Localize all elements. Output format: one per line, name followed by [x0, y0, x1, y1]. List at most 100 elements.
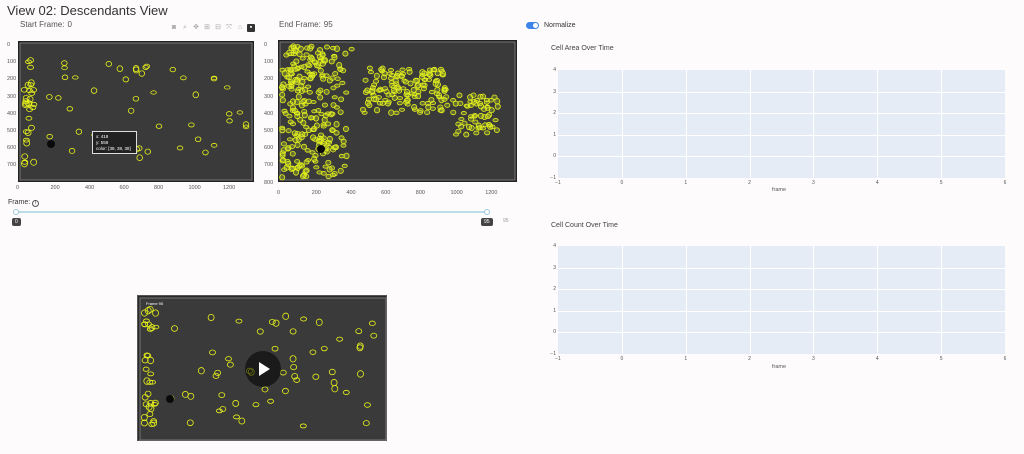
cell-outline	[309, 349, 317, 355]
slider-label: Frame: i	[8, 199, 40, 207]
cell-outline	[207, 313, 215, 322]
play-icon[interactable]	[245, 351, 281, 387]
cell-outline	[442, 87, 449, 92]
cell-outline	[286, 113, 293, 119]
zoom-icon[interactable]: ⌕	[183, 24, 187, 31]
y-tick-label: 2	[553, 286, 556, 293]
cell-outline	[288, 87, 295, 92]
right-y-tick: 800	[264, 179, 274, 186]
video-frame-label: Frame 95	[146, 301, 164, 306]
slider-end-knob[interactable]	[484, 209, 490, 215]
info-icon[interactable]: i	[32, 200, 40, 207]
cell-outline	[30, 101, 38, 108]
cell-outline	[472, 119, 479, 125]
cell-outline	[72, 75, 79, 80]
right-y-tick: 200	[264, 76, 274, 83]
cell-outline	[482, 122, 489, 128]
descendants-video[interactable]: Frame 95	[137, 295, 387, 441]
cell-outline	[396, 87, 403, 94]
cell-outline	[439, 73, 446, 78]
cell-outline	[338, 135, 345, 141]
cell-outline	[46, 94, 53, 100]
tooltip-color: color: [38, 38, 38]	[96, 146, 131, 151]
end-frame-image[interactable]	[278, 40, 517, 182]
dark-spot	[317, 145, 325, 153]
slider-end-label: 95	[503, 218, 509, 224]
cell-outline	[141, 321, 149, 328]
cell-outline	[215, 408, 223, 414]
cell-outline	[307, 75, 314, 82]
frame-slider[interactable]	[13, 209, 490, 215]
autoscale-icon[interactable]: ⤧	[226, 24, 232, 31]
y-tick-label: 2	[553, 110, 556, 117]
right-x-tick: 1200	[485, 190, 498, 196]
camera-icon[interactable]: ◙	[171, 24, 177, 31]
cell-outline	[127, 107, 135, 114]
cell-outline	[141, 309, 148, 317]
slider-start-knob[interactable]	[13, 209, 19, 215]
cell-outline	[456, 92, 463, 99]
plotly-logo-icon[interactable]: ▪	[247, 24, 255, 32]
cell-outline	[242, 124, 250, 130]
cell-outline	[318, 132, 325, 138]
cell-outline	[147, 399, 155, 407]
cell-outline	[46, 133, 53, 140]
cell-outline	[421, 82, 428, 89]
cell-outline	[136, 154, 143, 162]
cell-outline	[21, 159, 29, 165]
cell-outline	[298, 64, 305, 69]
zoom-out-icon[interactable]: ⊟	[215, 24, 221, 31]
cell-outline	[333, 45, 340, 52]
cell-outline	[332, 71, 339, 76]
cell-outline	[287, 119, 294, 125]
cell-outline	[30, 87, 37, 93]
cell-outline	[214, 369, 222, 376]
cell-outline	[302, 131, 309, 137]
right-y-tick: 700	[264, 162, 274, 169]
grid-line	[558, 113, 1005, 115]
count-plot[interactable]	[558, 246, 1005, 354]
well-background	[19, 42, 253, 181]
x-tick-label: 6	[1003, 180, 1007, 186]
cell-outline	[281, 70, 288, 77]
start-frame-value: 0	[67, 20, 72, 29]
cell-outline	[323, 88, 330, 95]
end-frame-label-text: End Frame:	[279, 20, 321, 29]
cell-outline	[25, 59, 32, 65]
cell-outline	[450, 109, 457, 116]
normalize-toggle[interactable]: Normalize	[526, 22, 576, 29]
normalize-switch[interactable]	[526, 22, 539, 29]
cell-outline	[360, 106, 367, 113]
grid-line	[941, 246, 943, 354]
slider-max-pill: 95	[481, 218, 493, 226]
left-x-tick: 400	[85, 185, 95, 191]
cell-outline	[438, 107, 445, 114]
pan-icon[interactable]: ✥	[193, 24, 199, 31]
cell-outline	[282, 387, 289, 395]
grid-line	[685, 246, 687, 354]
x-tick-label: 6	[1003, 356, 1007, 362]
cell-outline	[30, 158, 38, 166]
cell-outline	[428, 97, 435, 103]
area-plot[interactable]	[558, 70, 1005, 178]
cell-outline	[23, 139, 31, 147]
cell-outline	[313, 115, 320, 122]
cell-outline	[146, 305, 154, 313]
cell-outline	[152, 309, 159, 317]
cell-outline	[463, 131, 470, 138]
zoom-in-icon[interactable]: ⊞	[204, 24, 210, 31]
cell-outline	[343, 90, 350, 95]
cell-outline	[388, 109, 395, 116]
grid-line	[685, 70, 687, 178]
cell-outline	[467, 94, 474, 101]
cell-outline	[21, 153, 29, 160]
left-y-tick: 500	[7, 128, 17, 134]
cell-outline	[400, 86, 407, 91]
cell-outline	[138, 70, 146, 77]
cell-outline	[306, 89, 313, 95]
x-tick-label: 4	[875, 356, 879, 362]
start-frame-image[interactable]	[18, 41, 254, 182]
home-icon[interactable]: ⌂	[237, 24, 243, 31]
cell-outline	[225, 356, 232, 362]
cell-outline	[142, 64, 149, 70]
